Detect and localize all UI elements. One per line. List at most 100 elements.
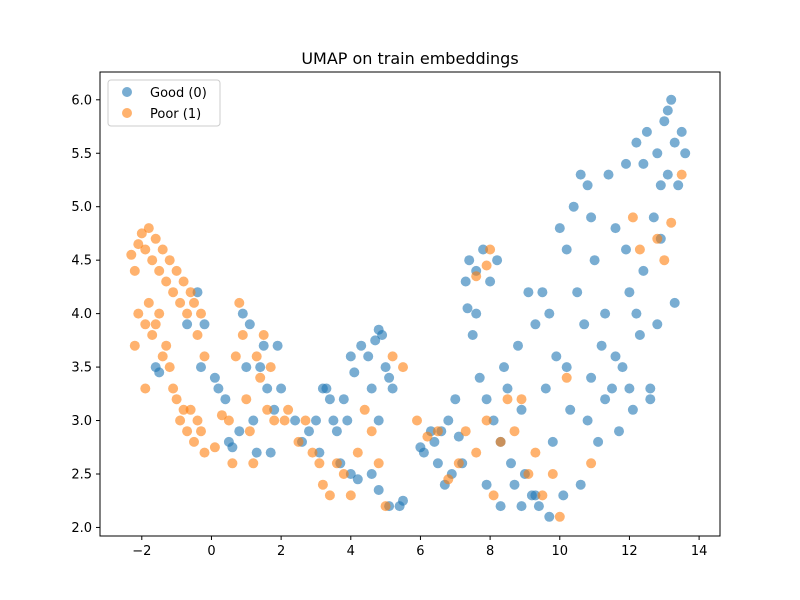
point-poor	[129, 265, 140, 276]
point-poor	[241, 394, 252, 405]
point-poor	[171, 265, 182, 276]
y-tick-label: 3.0	[71, 414, 92, 429]
point-good	[516, 501, 527, 512]
point-poor	[189, 436, 199, 447]
point-good	[241, 362, 252, 373]
point-good	[565, 404, 576, 415]
point-good	[554, 223, 565, 234]
point-good	[610, 223, 621, 234]
point-good	[582, 415, 593, 426]
point-poor	[495, 436, 506, 447]
point-poor	[547, 469, 558, 479]
point-poor	[147, 255, 158, 266]
point-good	[258, 340, 269, 351]
point-poor	[634, 244, 645, 255]
point-poor	[164, 255, 175, 266]
point-good	[600, 308, 611, 319]
point-poor	[659, 255, 670, 266]
point-poor	[314, 458, 325, 469]
point-poor	[262, 404, 273, 415]
point-good	[366, 383, 377, 394]
points-layer	[126, 94, 691, 522]
point-poor	[178, 276, 189, 287]
point-poor	[338, 469, 349, 479]
point-poor	[471, 447, 482, 458]
point-good	[342, 415, 353, 426]
point-good	[568, 201, 579, 212]
point-poor	[432, 426, 443, 437]
point-good	[384, 372, 395, 383]
x-tick-label: 8	[486, 544, 494, 559]
point-poor	[460, 426, 471, 437]
point-good	[509, 479, 520, 490]
point-good	[182, 319, 193, 330]
point-good	[269, 404, 280, 415]
point-poor	[161, 276, 172, 287]
point-good	[464, 255, 475, 266]
point-good	[349, 367, 360, 378]
point-good	[582, 180, 593, 191]
point-poor	[136, 228, 147, 239]
point-good	[363, 351, 374, 362]
point-poor	[143, 297, 154, 308]
point-poor	[516, 394, 527, 405]
point-good	[676, 126, 687, 137]
point-good	[530, 319, 541, 330]
point-good	[462, 303, 473, 314]
point-good	[586, 372, 597, 383]
point-poor	[126, 249, 137, 260]
point-good	[638, 265, 649, 276]
y-tick-label: 4.5	[71, 254, 92, 269]
point-poor	[175, 415, 186, 426]
point-poor	[237, 330, 248, 340]
point-good	[579, 319, 590, 330]
point-good	[502, 383, 513, 394]
point-poor	[251, 351, 262, 362]
point-poor	[133, 308, 144, 319]
point-poor	[502, 394, 513, 405]
point-poor	[352, 447, 363, 458]
point-good	[499, 362, 509, 373]
point-poor	[485, 244, 496, 255]
point-good	[356, 340, 367, 351]
point-good	[251, 447, 262, 458]
point-good	[631, 137, 642, 148]
point-good	[513, 340, 523, 351]
point-good	[610, 351, 621, 362]
point-good	[338, 394, 349, 405]
point-poor	[140, 244, 151, 255]
point-good	[589, 255, 600, 266]
point-good	[533, 501, 544, 512]
legend-marker-poor	[122, 108, 132, 118]
point-good	[429, 436, 440, 447]
point-good	[624, 287, 635, 298]
point-poor	[269, 415, 280, 426]
point-good	[641, 126, 652, 137]
x-tick-label: −2	[132, 544, 151, 559]
point-good	[366, 469, 377, 479]
point-good	[627, 404, 638, 415]
point-poor	[345, 490, 356, 501]
point-poor	[412, 415, 422, 426]
point-poor	[255, 372, 266, 383]
point-poor	[324, 490, 335, 501]
point-poor	[481, 415, 492, 426]
point-good	[474, 372, 485, 383]
point-good	[304, 426, 314, 437]
point-good	[680, 148, 691, 159]
point-good	[537, 287, 548, 298]
x-tick-label: 0	[207, 544, 215, 559]
point-poor	[189, 297, 199, 308]
point-poor	[182, 308, 193, 319]
point-good	[669, 137, 680, 148]
point-good	[666, 94, 677, 105]
point-good	[467, 330, 478, 340]
point-good	[544, 308, 555, 319]
point-good	[248, 415, 259, 426]
y-tick-label: 5.0	[71, 200, 92, 215]
y-tick-label: 2.5	[71, 467, 92, 482]
point-poor	[192, 330, 203, 340]
legend-box	[107, 79, 221, 127]
point-good	[485, 276, 496, 287]
